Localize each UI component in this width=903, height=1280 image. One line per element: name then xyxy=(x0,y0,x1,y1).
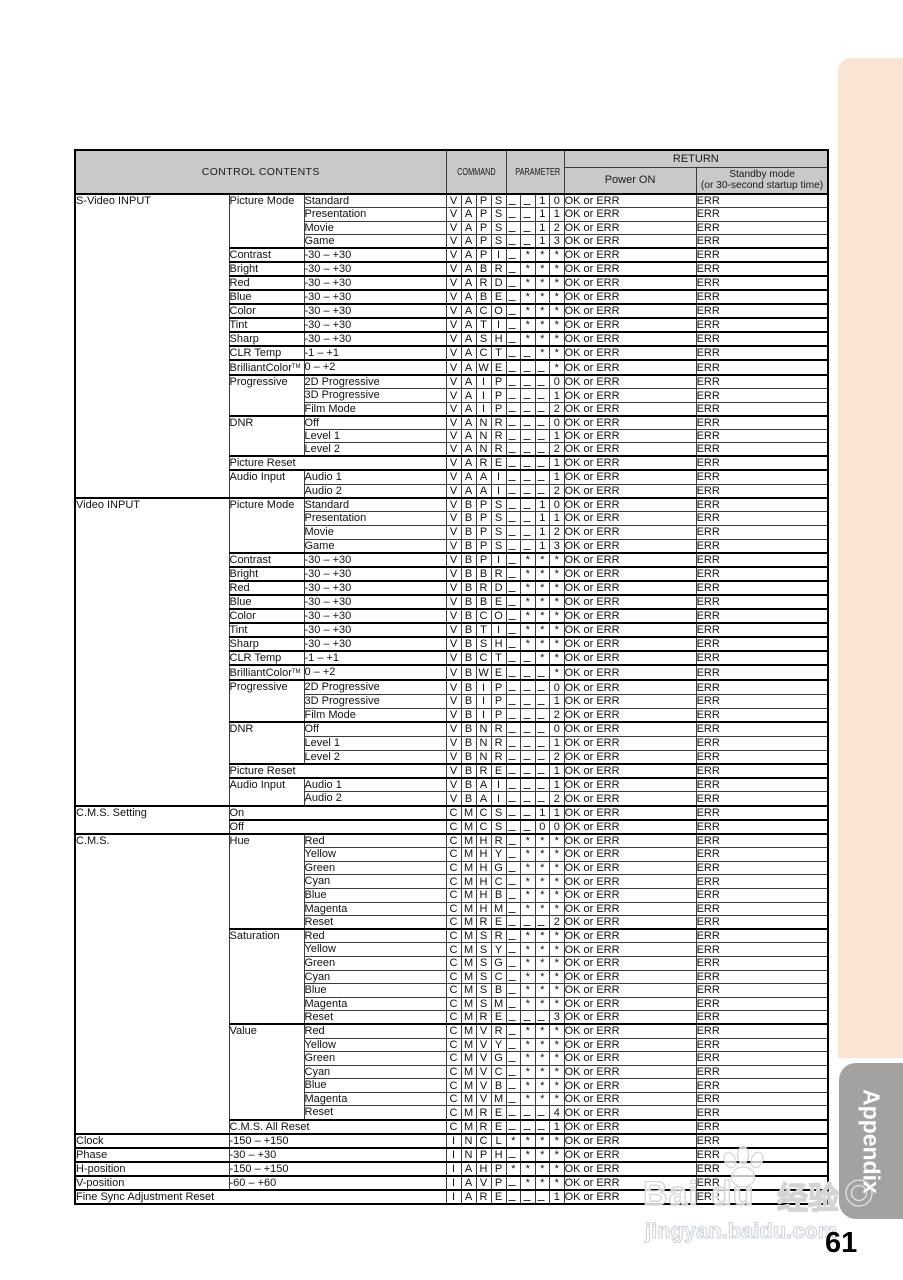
svg-text:jingyan.baidu.com: jingyan.baidu.com xyxy=(644,1219,837,1243)
svg-text:经验: 经验 xyxy=(777,1181,839,1216)
svg-text:Bai: Bai xyxy=(643,1175,699,1213)
